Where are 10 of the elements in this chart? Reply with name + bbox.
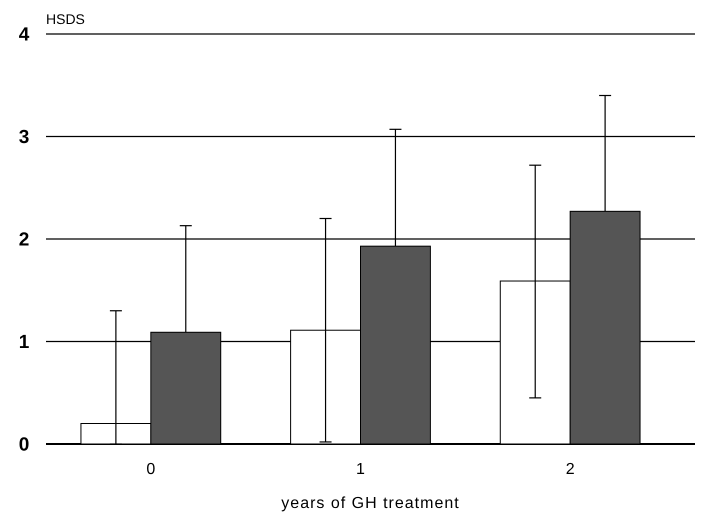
y-tick-label: 2 xyxy=(18,230,30,251)
y-tick-label: 0 xyxy=(18,434,30,456)
x-tick-label: 0 xyxy=(146,461,156,478)
y-tick-label: 1 xyxy=(18,332,30,354)
y-axis-title: HSDS xyxy=(46,11,85,27)
y-tick-label: 4 xyxy=(18,24,30,46)
x-tick-label: 1 xyxy=(356,461,366,478)
x-tick-label: 2 xyxy=(566,461,575,478)
y-tick-label: 3 xyxy=(18,127,30,148)
x-axis-title: years of GH treatment xyxy=(281,495,460,512)
